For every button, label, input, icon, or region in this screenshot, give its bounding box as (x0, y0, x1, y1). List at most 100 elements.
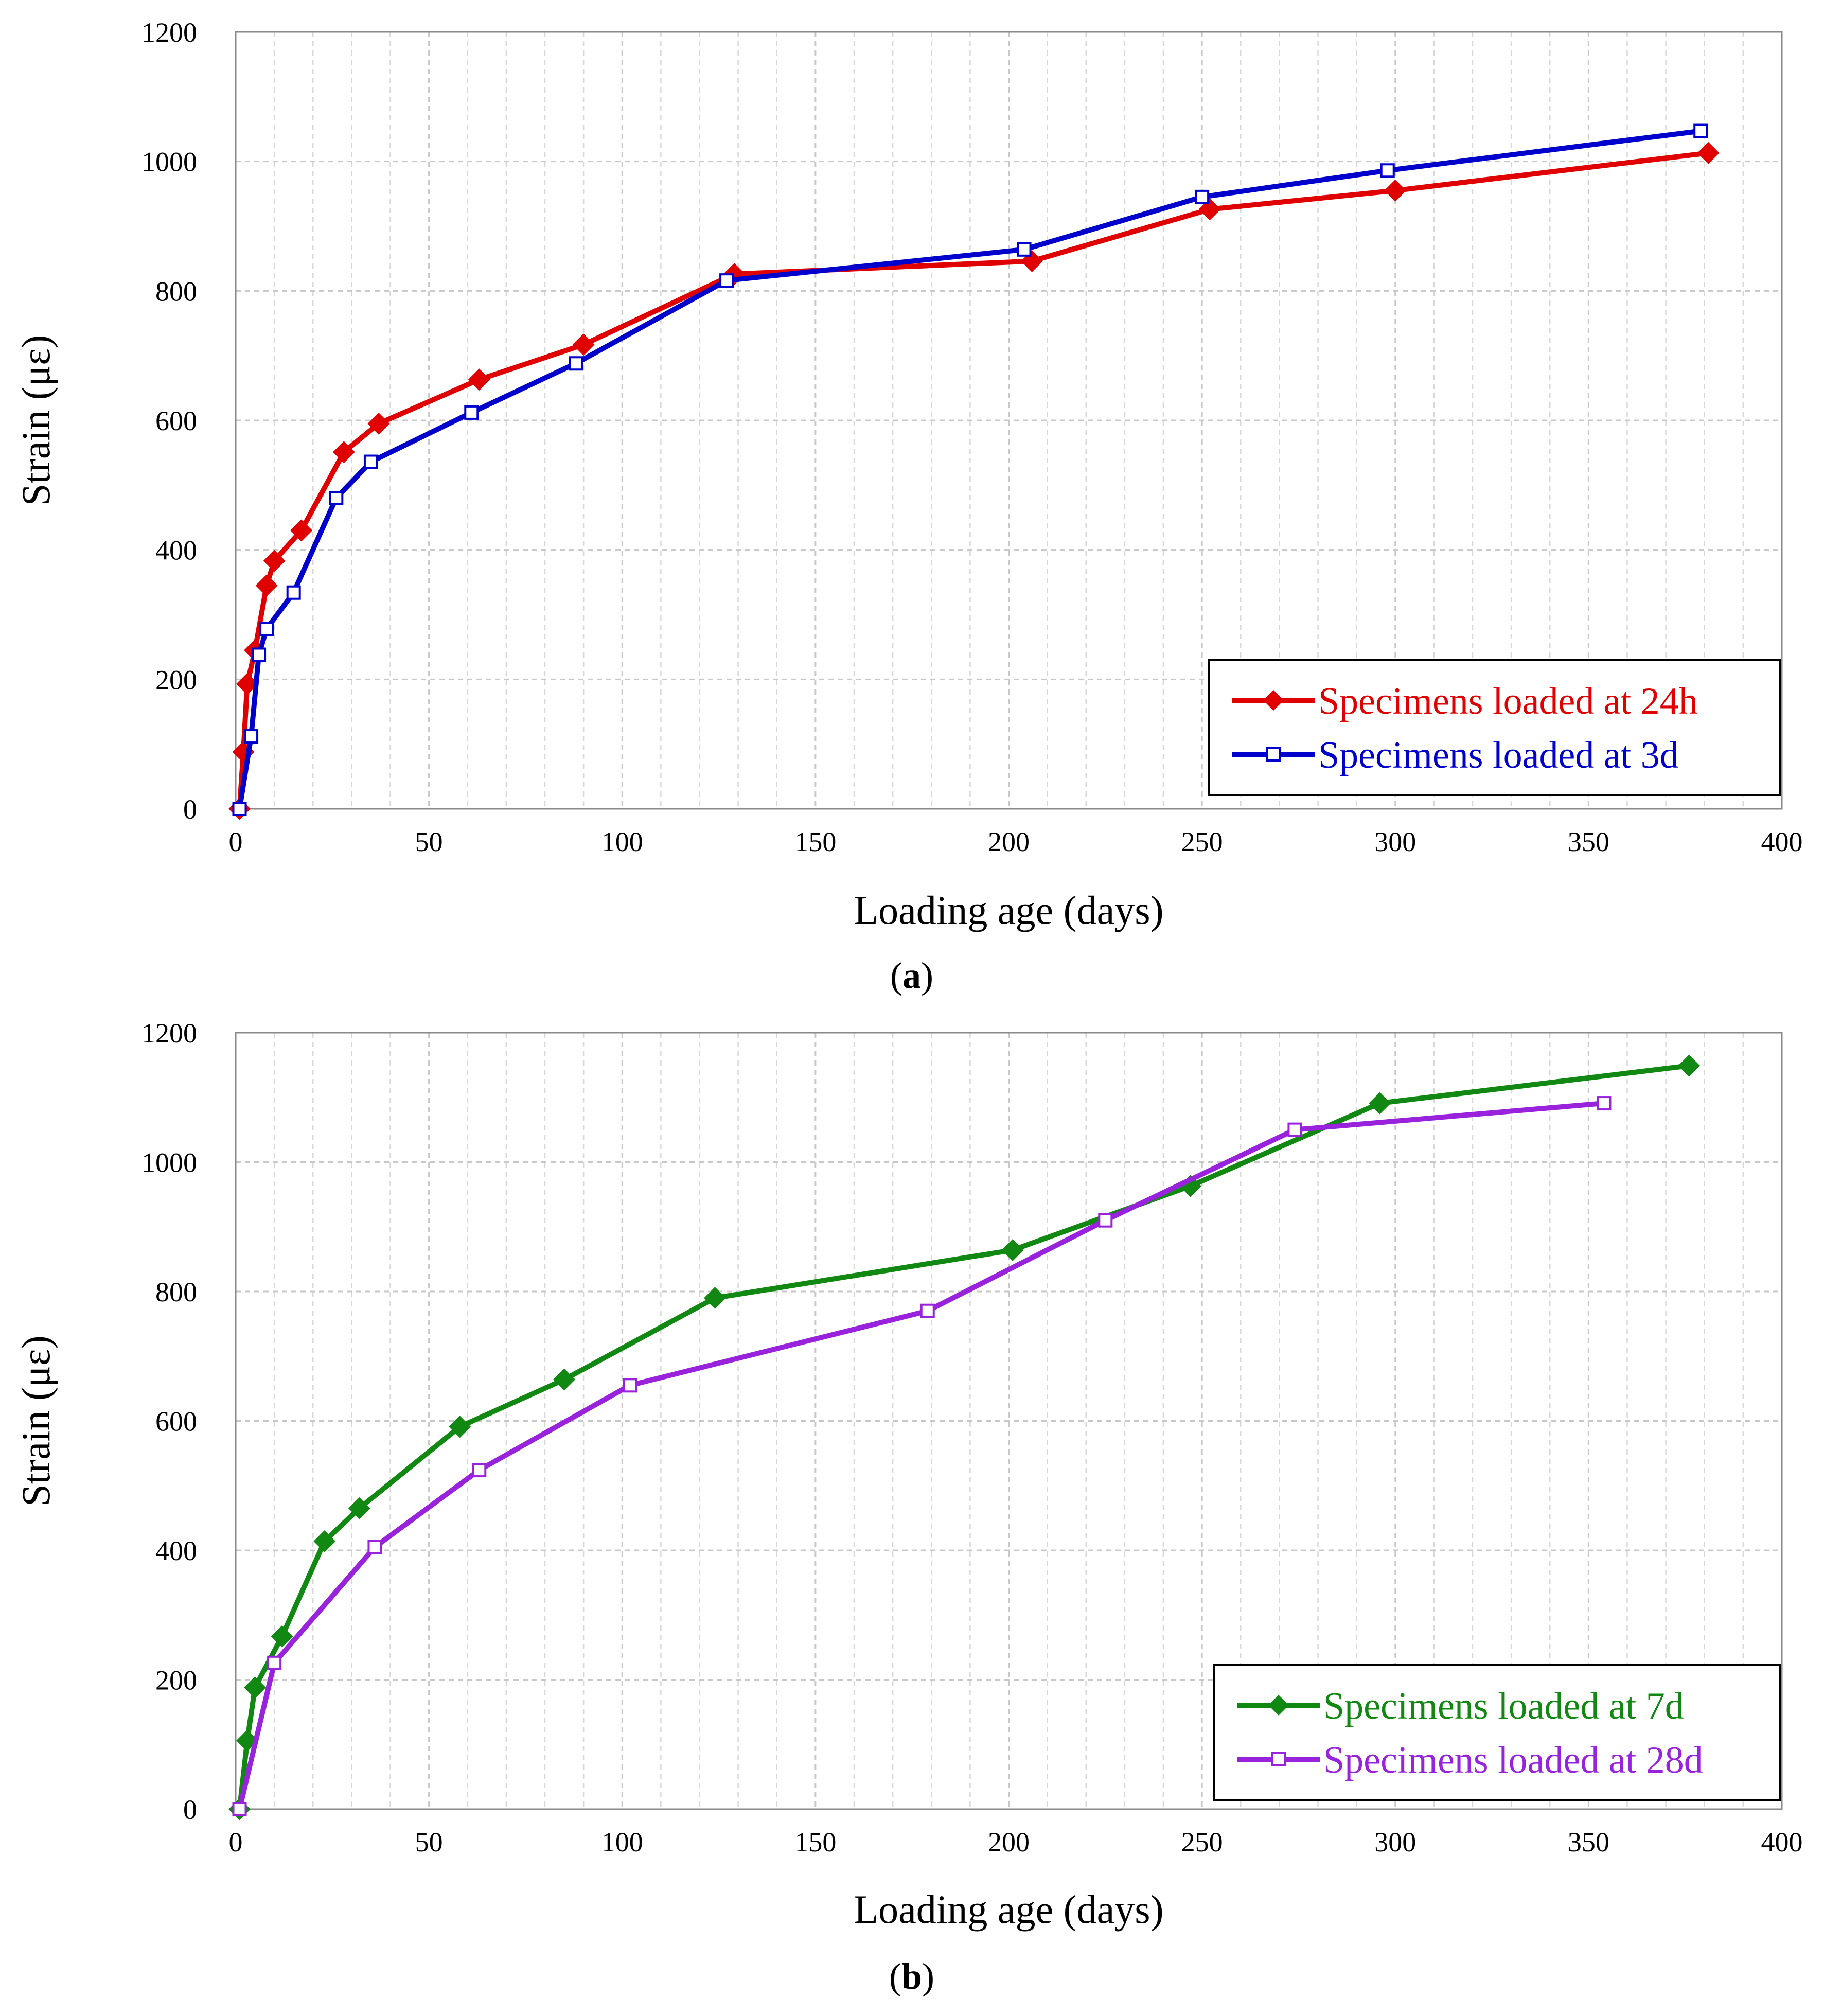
data-point-specimens-loaded-at-24h (572, 333, 595, 356)
legend-entry-3d: Specimens loaded at 3d (1232, 734, 1679, 776)
legend-box (1208, 659, 1781, 796)
data-point-specimens-loaded-at-24h (263, 550, 286, 572)
y-axis-title: Strain (με) (13, 1335, 58, 1506)
data-point-specimens-loaded-at-24h (290, 519, 313, 542)
data-point-specimens-loaded-at-3d (1693, 123, 1708, 138)
data-point-specimens-loaded-at-7d (1001, 1239, 1024, 1261)
legend-label-28d: Specimens loaded at 28d (1323, 1739, 1703, 1781)
data-point-specimens-loaded-at-7d (244, 1676, 266, 1699)
data-point-specimens-loaded-at-28d (472, 1463, 487, 1478)
data-point-specimens-loaded-at-28d (920, 1303, 935, 1318)
data-point-specimens-loaded-at-3d (363, 454, 378, 469)
x-tick-label: 150 (794, 1827, 836, 1858)
data-point-specimens-loaded-at-7d (704, 1287, 726, 1309)
x-tick-label: 200 (988, 826, 1030, 857)
series-group (228, 1054, 1701, 1820)
panel-label-a: (a) (890, 955, 933, 996)
series-line-specimens-loaded-at-24h (237, 150, 1711, 811)
x-tick-label: 100 (601, 1827, 643, 1858)
y-tick-label: 1200 (141, 1018, 197, 1049)
y-tick-label: 600 (155, 405, 197, 436)
legend-entry-24h: Specimens loaded at 24h (1232, 680, 1698, 722)
x-tick-label: 50 (415, 1827, 443, 1858)
x-axis-title: Loading age (days) (854, 888, 1163, 932)
y-tick-label: 200 (155, 664, 197, 695)
data-point-specimens-loaded-at-7d (1369, 1092, 1391, 1115)
legend-label-24h: Specimens loaded at 24h (1318, 680, 1698, 722)
y-axis-title: Strain (με) (13, 335, 58, 506)
data-point-specimens-loaded-at-7d (553, 1368, 575, 1391)
x-tick-label: 250 (1181, 1827, 1223, 1858)
x-tick-label: 0 (229, 1827, 243, 1858)
data-point-specimens-loaded-at-24h (332, 441, 355, 464)
data-point-specimens-loaded-at-7d (271, 1625, 293, 1648)
x-tick-label: 400 (1761, 1827, 1803, 1858)
data-point-specimens-loaded-at-28d (232, 1802, 247, 1816)
x-tick-label: 150 (794, 826, 836, 857)
chart-b: 0 50 100 150 200 250 300 350 400 0 200 400 600 800 100… (13, 1018, 1803, 1997)
data-point-specimens-loaded-at-3d (329, 491, 344, 505)
legend-entry-28d: Specimens loaded at 28d (1237, 1739, 1703, 1781)
data-point-specimens-loaded-at-28d (623, 1378, 637, 1393)
panel-label-b: (b) (889, 1956, 934, 1997)
legend-box (1213, 1664, 1781, 1801)
plot-area-frame (235, 1032, 1783, 1810)
legend-marker-specimens-loaded-at-7d (1268, 1695, 1289, 1716)
legend-label-7d: Specimens loaded at 7d (1323, 1685, 1684, 1727)
data-point-specimens-loaded-at-3d (232, 802, 247, 816)
data-point-specimens-loaded-at-24h (1198, 198, 1221, 221)
data-point-specimens-loaded-at-24h (1697, 142, 1720, 164)
y-tick-label: 800 (155, 276, 197, 307)
chart-a: 0 50 100 150 200 250 300 350 400 0 200 400 600 800 100… (13, 17, 1803, 996)
data-point-specimens-loaded-at-24h (468, 368, 490, 391)
x-tick-label: 0 (229, 826, 243, 857)
data-point-specimens-loaded-at-3d (569, 356, 583, 371)
x-tick-label: 300 (1374, 1827, 1416, 1858)
y-tick-label: 200 (155, 1665, 197, 1696)
data-point-specimens-loaded-at-28d (1287, 1122, 1302, 1137)
data-point-specimens-loaded-at-3d (1017, 242, 1032, 257)
data-point-specimens-loaded-at-3d (719, 273, 734, 288)
data-point-specimens-loaded-at-28d (367, 1540, 382, 1554)
data-point-specimens-loaded-at-7d (1678, 1054, 1701, 1077)
legend-marker-specimens-loaded-at-28d (1271, 1752, 1286, 1766)
data-point-specimens-loaded-at-28d (267, 1655, 282, 1670)
data-point-specimens-loaded-at-24h (255, 574, 278, 597)
data-point-specimens-loaded-at-7d (348, 1497, 370, 1519)
panel-letter-a: a (902, 955, 921, 996)
axis-ticks: 0 50 100 150 200 250 300 350 400 0 200 400 600 800 100… (141, 17, 1803, 857)
y-tick-label: 400 (155, 535, 197, 566)
x-tick-label: 50 (415, 826, 443, 857)
legend-marker-specimens-loaded-at-3d (1266, 747, 1281, 762)
y-tick-label: 600 (155, 1406, 197, 1437)
x-tick-label: 350 (1568, 826, 1609, 857)
plot-area-frame (235, 31, 1783, 810)
data-point-specimens-loaded-at-3d (252, 647, 267, 662)
data-point-specimens-loaded-at-24h (1384, 179, 1407, 202)
axis-ticks: 0 50 100 150 200 250 300 350 400 0 200 400 600 800 100… (141, 1018, 1803, 1858)
y-tick-label: 800 (155, 1277, 197, 1307)
x-tick-label: 250 (1181, 826, 1223, 857)
y-tick-label: 0 (183, 1794, 197, 1825)
y-tick-label: 0 (183, 794, 197, 825)
x-axis-title: Loading age (days) (854, 1887, 1163, 1932)
data-point-specimens-loaded-at-7d (313, 1530, 336, 1552)
data-point-specimens-loaded-at-24h (1021, 250, 1043, 272)
data-point-specimens-loaded-at-3d (1195, 189, 1210, 204)
x-tick-label: 100 (601, 826, 643, 857)
x-tick-label: 200 (988, 1827, 1030, 1858)
x-tick-label: 300 (1374, 826, 1416, 857)
x-tick-label: 400 (1761, 826, 1803, 857)
legend-label-3d: Specimens loaded at 3d (1318, 734, 1679, 776)
data-point-specimens-loaded-at-3d (259, 622, 274, 636)
data-point-specimens-loaded-at-3d (286, 585, 301, 600)
legend-entry-7d: Specimens loaded at 7d (1237, 1685, 1684, 1727)
x-tick-label: 350 (1568, 1827, 1609, 1858)
data-point-specimens-loaded-at-28d (1597, 1096, 1612, 1111)
legend: Specimens loaded at 7d Specimens loaded … (1213, 1664, 1781, 1801)
legend: Specimens loaded at 24h Specimens loaded… (1208, 659, 1781, 796)
data-point-specimens-loaded-at-3d (244, 729, 259, 744)
data-point-specimens-loaded-at-7d (449, 1416, 471, 1438)
y-tick-label: 1000 (141, 147, 197, 178)
